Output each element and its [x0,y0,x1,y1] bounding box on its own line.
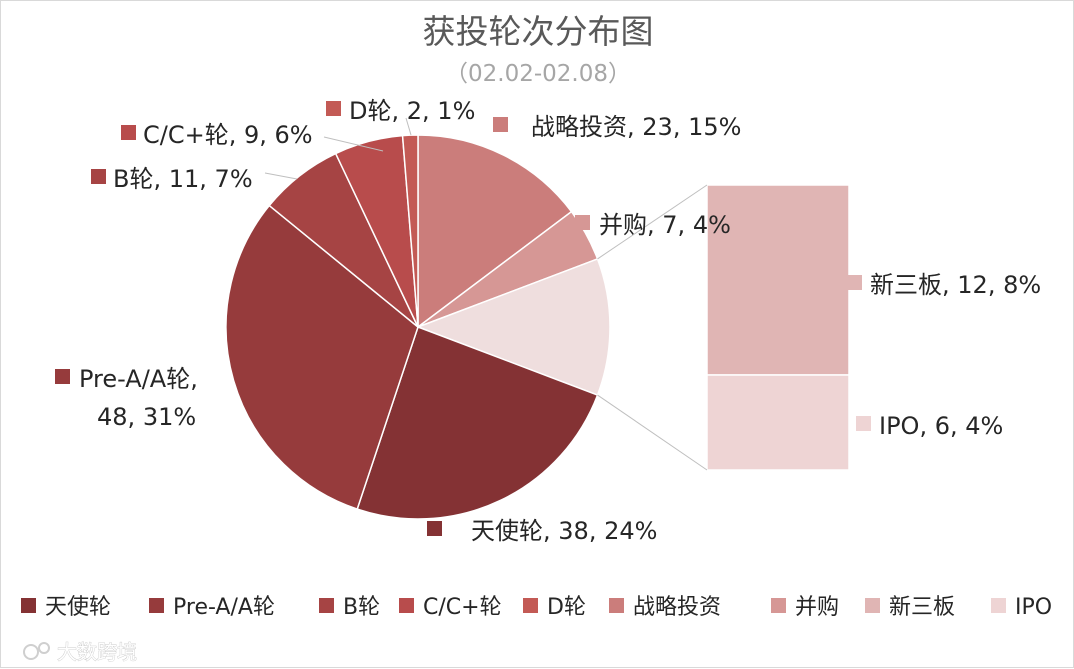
data-label-name: 新三板 [870,271,942,299]
data-label-marker-item [847,275,862,290]
legend-swatch-item [771,598,786,613]
data-label-ipo: IPO, 6, 4% [879,412,1003,440]
data-label-item: 新三板, 12, 8% [870,271,1041,299]
data-label-name: C/C+轮 [143,121,229,149]
chart-subtitle: （02.02-02.08） [445,61,631,87]
data-label-marker-item [575,215,590,230]
data-label-value: 38 [558,517,589,545]
data-label-value: 11 [169,165,200,193]
data-label-name: D轮 [349,97,391,125]
legend-swatch-c-c [399,598,414,613]
data-label-percent: 31% [143,403,196,431]
legend: 天使轮 Pre-A/A轮 B轮 C/C+轮 D轮 战略投资 并购 新三板 IPO [21,595,1052,620]
pie-slice-pre-a-a [225,204,419,511]
data-label-percent: 1% [437,97,475,125]
data-label-item: 战略投资, 23, 15% [531,113,741,141]
data-label-pre-a-a: 48, 31% [97,403,196,431]
data-label-percent: 7% [215,165,253,193]
data-label-marker-pre-a-a [55,369,70,384]
leader-line [323,136,384,152]
legend-label-item: 新三板 [889,595,955,620]
data-labels: 天使轮, 38, 24% Pre-A/A轮, 48, 31% B轮, 11, 7% C/… [55,97,1041,545]
pie-slices [225,134,611,520]
data-label-name: 战略投资 [531,113,627,141]
watermark-logo-icon [23,642,50,660]
bar-segment-ipo [706,374,850,471]
pie-slice-item [417,134,573,329]
legend-swatch-b [319,598,334,613]
data-label-name: IPO [879,412,919,440]
leader-line [405,117,412,136]
watermark-text: 大数跨境 [57,640,137,664]
data-label-percent: 15% [688,113,741,141]
data-label-marker-item [427,521,442,536]
data-label-percent: 6% [275,121,313,149]
legend-label-c-c: C/C+轮 [423,595,502,620]
data-label-name: B轮 [113,165,153,193]
legend-label-b: B轮 [343,595,380,620]
data-label-value: 2 [407,97,422,125]
legend-label-ipo: IPO [1015,595,1052,620]
legend-label-item: 战略投资 [633,595,721,620]
data-label-percent: 24% [604,517,657,545]
data-label-marker-item [493,117,508,132]
data-label-c-c: C/C+轮, 9, 6% [143,121,313,149]
data-label-marker-ipo [856,416,871,431]
bar-segment-item [706,184,850,376]
secondary-bar [706,184,850,471]
connector-line-top [597,184,708,260]
data-label-percent: 4% [965,412,1003,440]
legend-label-item: 天使轮 [45,595,111,620]
data-label-value: 48 [97,403,128,431]
data-label-b: B轮, 11, 7% [113,165,253,193]
legend-label-d: D轮 [547,595,586,620]
data-label-value: 7 [662,211,677,239]
data-label-value: 12 [957,271,988,299]
data-label-percent: 8% [1003,271,1041,299]
legend-swatch-d [523,598,538,613]
data-label-name: 天使轮 [471,517,543,545]
legend-swatch-pre-a-a [149,598,164,613]
pie-slice-d [401,134,419,328]
data-label-value: 6 [935,412,950,440]
legend-swatch-ipo [991,598,1006,613]
data-label-name: 并购 [599,211,647,239]
legend-swatch-item [609,598,624,613]
data-label-percent: 4% [693,211,731,239]
data-label-value: 9 [244,121,259,149]
data-label-marker-c-c [121,125,136,140]
data-label-marker-d [326,101,341,116]
data-label-item: 并购, 7, 4% [599,211,731,239]
data-label-name: Pre-A/A轮 [79,365,190,393]
legend-label-item: 并购 [795,595,839,620]
pie-slice-other [415,257,611,397]
data-label-pre-a-a: Pre-A/A轮, [79,365,198,393]
legend-swatch-item [865,598,880,613]
pie-slice-item [356,326,599,520]
connector-line-bottom [597,394,708,471]
legend-label-pre-a-a: Pre-A/A轮 [173,595,275,620]
leader-line [264,172,298,180]
legend-swatch-item [21,598,36,613]
data-label-item: 天使轮, 38, 24% [471,517,657,545]
data-label-value: 23 [642,113,673,141]
chart-title: 获投轮次分布图 [423,12,654,51]
data-label-marker-b [91,169,106,184]
connector-lines [264,117,708,471]
data-label-d: D轮, 2, 1% [349,97,475,125]
